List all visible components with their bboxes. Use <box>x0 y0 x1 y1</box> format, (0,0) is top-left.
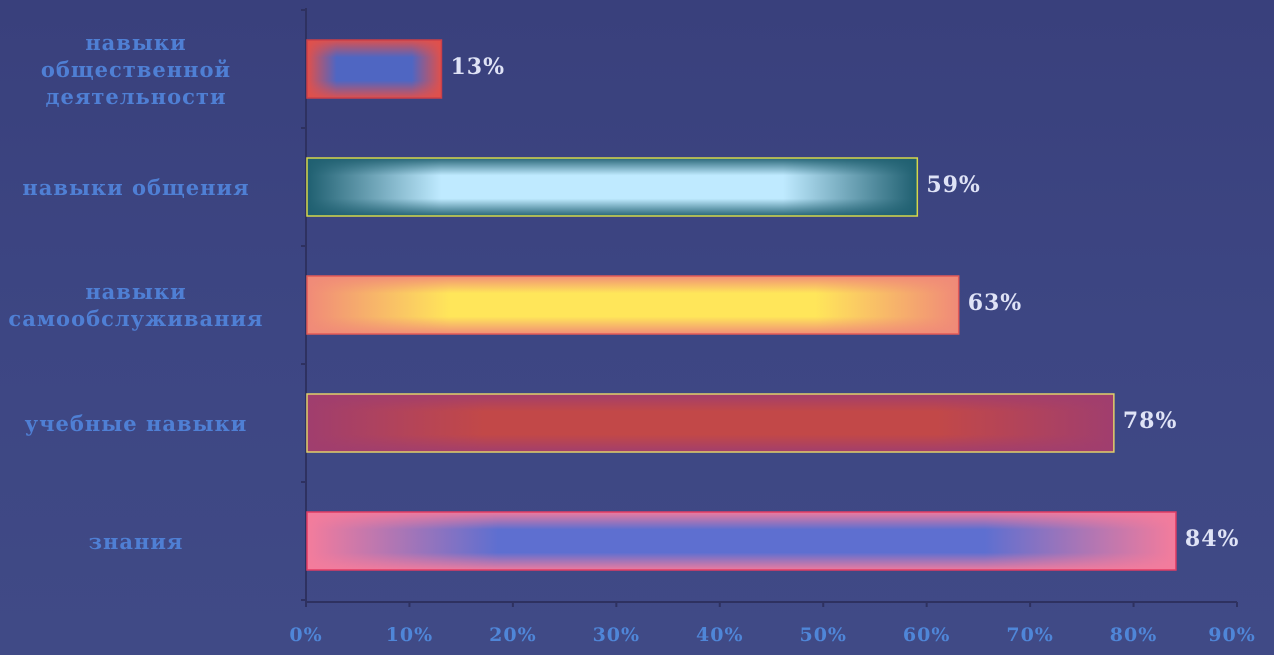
bar-shading <box>306 39 443 99</box>
x-tick-label: 40% <box>696 624 744 646</box>
bar-shading <box>306 275 960 335</box>
category-label: знания <box>88 528 184 554</box>
bar-value-label: 84% <box>1184 526 1240 552</box>
x-tick-label: 90% <box>1208 624 1256 646</box>
bar-shading <box>306 511 1177 571</box>
bar-group-5 <box>306 511 1177 571</box>
bar-value-label: 13% <box>450 54 505 80</box>
category-label: навыки самообслуживания <box>8 279 264 331</box>
bar-shading <box>306 157 919 217</box>
x-tick-label: 70% <box>1006 624 1054 646</box>
category-label: учебные навыки <box>24 410 248 436</box>
x-tick-label: 80% <box>1109 624 1158 646</box>
bar-group-1 <box>306 39 443 99</box>
bar-value-label: 63% <box>967 290 1023 316</box>
x-tick-label: 50% <box>799 624 847 646</box>
x-tick-label: 0% <box>289 624 323 646</box>
bar-group-2 <box>306 157 919 217</box>
x-tick-label: 30% <box>592 624 641 646</box>
x-tick-label: 10% <box>385 624 434 646</box>
bar-group-3 <box>306 275 960 335</box>
x-tick-label: 20% <box>489 624 537 646</box>
bar-group-4 <box>306 393 1115 453</box>
bar-value-label: 59% <box>926 172 981 198</box>
bar-value-label: 78% <box>1122 408 1178 434</box>
category-label: навыки общения <box>22 174 250 200</box>
bar-shading <box>306 393 1115 453</box>
x-tick-label: 60% <box>902 624 951 646</box>
category-label: навыки общественной деятельности <box>40 29 232 109</box>
